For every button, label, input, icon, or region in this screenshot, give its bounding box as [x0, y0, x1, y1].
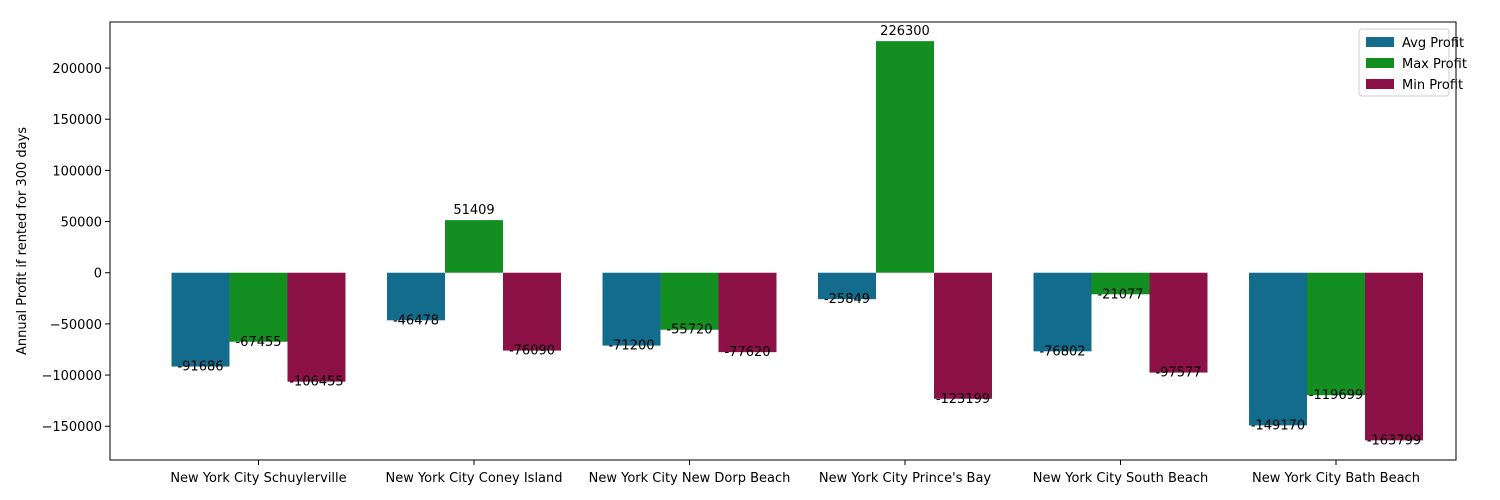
- bar: [387, 272, 445, 321]
- bar: [1249, 272, 1307, 426]
- y-tick-label: −100000: [41, 369, 102, 384]
- bar-value-label: -123199: [936, 392, 990, 407]
- plot-frame: [109, 21, 1457, 461]
- legend-label: Min Profit: [1402, 78, 1463, 93]
- bar: [1365, 272, 1423, 441]
- bar: [934, 272, 992, 399]
- legend-swatch: [1366, 79, 1394, 89]
- bar: [602, 272, 661, 346]
- bar-value-label: -46478: [393, 313, 439, 328]
- bar: [876, 41, 934, 273]
- bar: [1091, 272, 1150, 295]
- bar-value-label: -149170: [1251, 418, 1305, 433]
- bar-value-label: -76090: [509, 344, 555, 359]
- legend-swatch: [1366, 37, 1394, 47]
- bar: [287, 272, 346, 382]
- y-tick-label: 50000: [61, 216, 102, 231]
- bar: [445, 220, 503, 273]
- legend-label: Avg Profit: [1402, 36, 1464, 51]
- x-tick-label: New York City Schuylerville: [170, 471, 346, 486]
- bar: [1149, 272, 1208, 373]
- x-tick-label: New York City South Beach: [1033, 471, 1208, 486]
- bar: [171, 272, 230, 367]
- bar-value-label: -97577: [1155, 366, 1201, 381]
- legend: Avg Profit Max Profit Min Profit: [1358, 28, 1467, 97]
- bar-value-label: -163799: [1367, 433, 1421, 448]
- bar: [1307, 272, 1365, 396]
- y-tick-label: 0: [94, 267, 102, 282]
- x-tick-label: New York City Prince's Bay: [819, 471, 992, 486]
- y-axis-title: Annual Profit if rented for 300 days: [15, 127, 30, 355]
- bar-value-label: -76802: [1039, 344, 1085, 359]
- legend-swatch: [1366, 58, 1394, 68]
- x-axis: New York City Schuylerville New York City…: [170, 460, 1420, 486]
- bar-value-label: 226300: [880, 24, 930, 39]
- bar: [1033, 272, 1092, 352]
- bar-value-label: -71200: [608, 339, 654, 354]
- bar: [718, 272, 777, 353]
- bar: [818, 272, 876, 300]
- plot-area: -91686 -67455 -106455 -46478 51409 -76090 -712…: [171, 24, 1423, 448]
- x-tick-label: New York City Bath Beach: [1252, 471, 1420, 486]
- bar-value-label: -119699: [1309, 388, 1363, 403]
- y-axis: −150000 −100000 −50000 0 50000 100000 150000 20…: [41, 62, 110, 435]
- bar: [229, 272, 288, 342]
- legend-label: Max Profit: [1402, 57, 1467, 72]
- y-tick-label: 150000: [52, 113, 102, 128]
- bar: [503, 272, 561, 351]
- x-tick-label: New York City New Dorp Beach: [589, 471, 791, 486]
- y-tick-label: 100000: [52, 164, 102, 179]
- x-tick-label: New York City Coney Island: [385, 471, 562, 486]
- bar-value-label: -77620: [724, 345, 770, 360]
- bar-value-label: -67455: [235, 335, 281, 350]
- y-tick-label: −150000: [41, 420, 102, 435]
- bar-value-label: -91686: [177, 360, 223, 375]
- bar: [660, 272, 719, 330]
- bar-value-label: -25849: [824, 292, 870, 307]
- y-tick-label: −50000: [50, 318, 102, 333]
- bar-value-label: 51409: [453, 203, 494, 218]
- y-tick-label: 200000: [52, 62, 102, 77]
- bar-value-label: -55720: [666, 323, 712, 338]
- bar-value-label: -21077: [1097, 287, 1143, 302]
- bar-value-label: -106455: [289, 375, 343, 390]
